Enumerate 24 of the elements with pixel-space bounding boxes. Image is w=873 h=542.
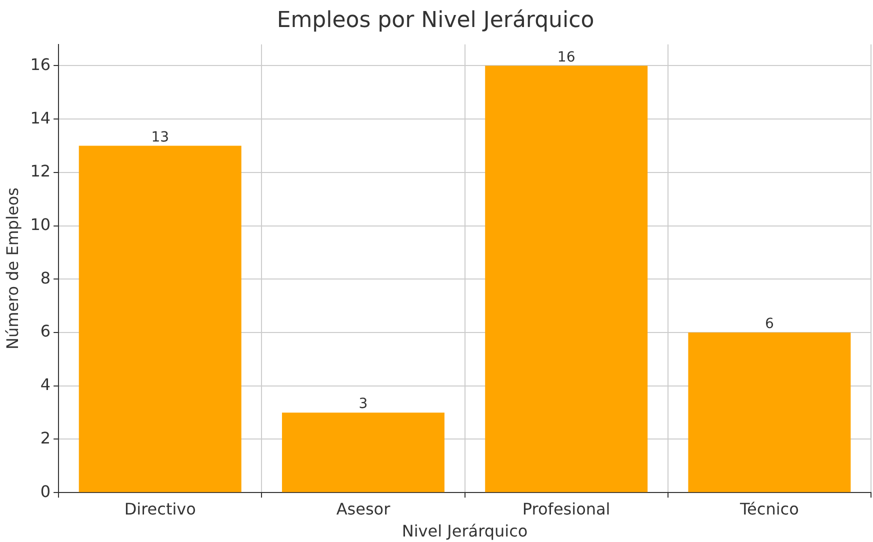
- data-label: 3: [358, 396, 368, 412]
- chart-title: Empleos por Nivel Jerárquico: [276, 8, 594, 33]
- data-label: 6: [764, 316, 774, 332]
- y-tick-label: 12: [30, 162, 51, 181]
- data-label: 13: [151, 129, 170, 146]
- x-tick-label: Profesional: [522, 499, 610, 518]
- y-tick-label: 2: [40, 428, 51, 448]
- y-tick-label: 10: [30, 214, 51, 234]
- y-tick-label: 14: [30, 108, 51, 128]
- y-tick-label: 4: [40, 375, 51, 394]
- x-axis-title: Nivel Jerárquico: [402, 522, 528, 541]
- x-tick-label: Asesor: [336, 499, 391, 518]
- x-tick-label: Directivo: [124, 499, 196, 518]
- x-tick-label: Técnico: [739, 499, 799, 518]
- y-tick-label: 6: [40, 322, 51, 341]
- y-tick-label: 8: [40, 268, 51, 288]
- bar: [688, 332, 851, 492]
- y-axis-title: Número de Empleos: [2, 188, 22, 350]
- bar: [78, 146, 242, 492]
- bar: [282, 412, 444, 492]
- bar: [485, 66, 648, 492]
- y-tick-label: 0: [40, 482, 51, 501]
- data-label: 16: [557, 49, 576, 66]
- y-tick-label: 16: [30, 54, 51, 74]
